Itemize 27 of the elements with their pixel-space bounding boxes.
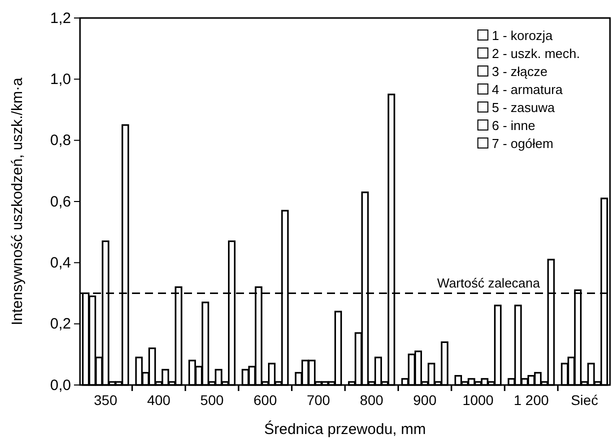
legend-label: 6 - inne	[492, 118, 536, 133]
x-tick-label: 400	[147, 392, 171, 408]
y-tick-label: 0,2	[50, 316, 71, 333]
legend-label: 5 - zasuwa	[492, 100, 556, 115]
legend-label: 1 - korozja	[492, 28, 554, 43]
x-tick-label: 700	[306, 392, 330, 408]
legend-label: 4 - armatura	[492, 82, 564, 97]
legend-label: 2 - uszk. mech.	[492, 46, 580, 61]
x-tick-label: Sieć	[570, 392, 598, 408]
x-tick-label: 1 200	[514, 392, 549, 408]
x-axis-title: Średnica przewodu, mm	[264, 420, 426, 438]
x-tick-label: 800	[360, 392, 384, 408]
y-tick-label: 0,6	[50, 193, 71, 210]
x-tick-label: 350	[94, 392, 118, 408]
x-tick-label: 500	[200, 392, 224, 408]
ref-line-label: Wartość zalecana	[437, 275, 541, 290]
y-axis-title: Intensywność uszkodzeń, uszk./km·a	[9, 77, 26, 326]
y-tick-label: 0,0	[50, 376, 71, 394]
y-tick-label: 0,8	[50, 132, 71, 150]
legend-label: 3 - złącze	[492, 64, 548, 79]
x-tick-label: 1000	[462, 392, 494, 408]
x-tick-label: 900	[413, 392, 437, 408]
x-tick-label: 600	[254, 392, 278, 408]
y-tick-label: 1,0	[50, 70, 71, 88]
legend-label: 7 - ogółem	[492, 136, 554, 151]
y-tick-label: 0,4	[50, 254, 71, 272]
y-tick-label: 1,2	[50, 10, 71, 27]
